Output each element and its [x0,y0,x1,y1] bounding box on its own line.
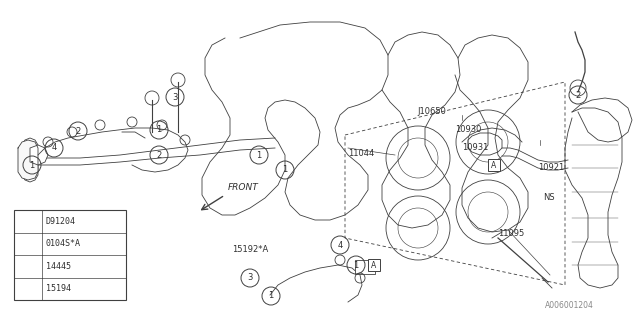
Text: A006001204: A006001204 [545,301,594,310]
Text: J10650: J10650 [417,108,446,116]
Bar [368,259,380,271]
Text: 1: 1 [268,292,274,300]
Text: 11044: 11044 [348,148,374,157]
Text: 10931: 10931 [462,142,488,151]
Text: D91204: D91204 [46,217,76,226]
Text: 0104S*A: 0104S*A [46,239,81,248]
Polygon shape [18,140,38,180]
Text: 3: 3 [247,274,253,283]
Bar [355,260,375,274]
Text: A: A [492,161,497,170]
Text: 4: 4 [51,143,56,153]
Text: FRONT: FRONT [228,183,259,192]
Text: A: A [371,260,376,269]
Text: 1: 1 [29,161,35,170]
Text: 4: 4 [337,241,342,250]
Text: 10921: 10921 [538,164,564,172]
Text: 3: 3 [26,262,31,271]
Text: 11095: 11095 [498,229,524,238]
Text: 15194: 15194 [46,284,71,293]
Text: 15192*A: 15192*A [232,245,268,254]
Text: 15192*B: 15192*B [68,213,104,222]
Bar [488,159,500,171]
Text: 2: 2 [76,126,81,135]
Text: 1: 1 [156,125,162,134]
Text: 1: 1 [257,150,262,159]
Text: 3: 3 [172,92,178,101]
Text: 2: 2 [26,239,31,248]
Bar [14,210,126,300]
Text: 1: 1 [353,260,358,269]
Text: 1: 1 [26,217,31,226]
Text: 1: 1 [282,165,287,174]
Text: NS: NS [543,194,555,203]
Text: 14445: 14445 [46,262,71,271]
Text: 2: 2 [575,91,580,100]
Text: 4: 4 [26,284,31,293]
Polygon shape [30,145,48,165]
Text: 10930: 10930 [455,125,481,134]
Text: 2: 2 [156,150,162,159]
